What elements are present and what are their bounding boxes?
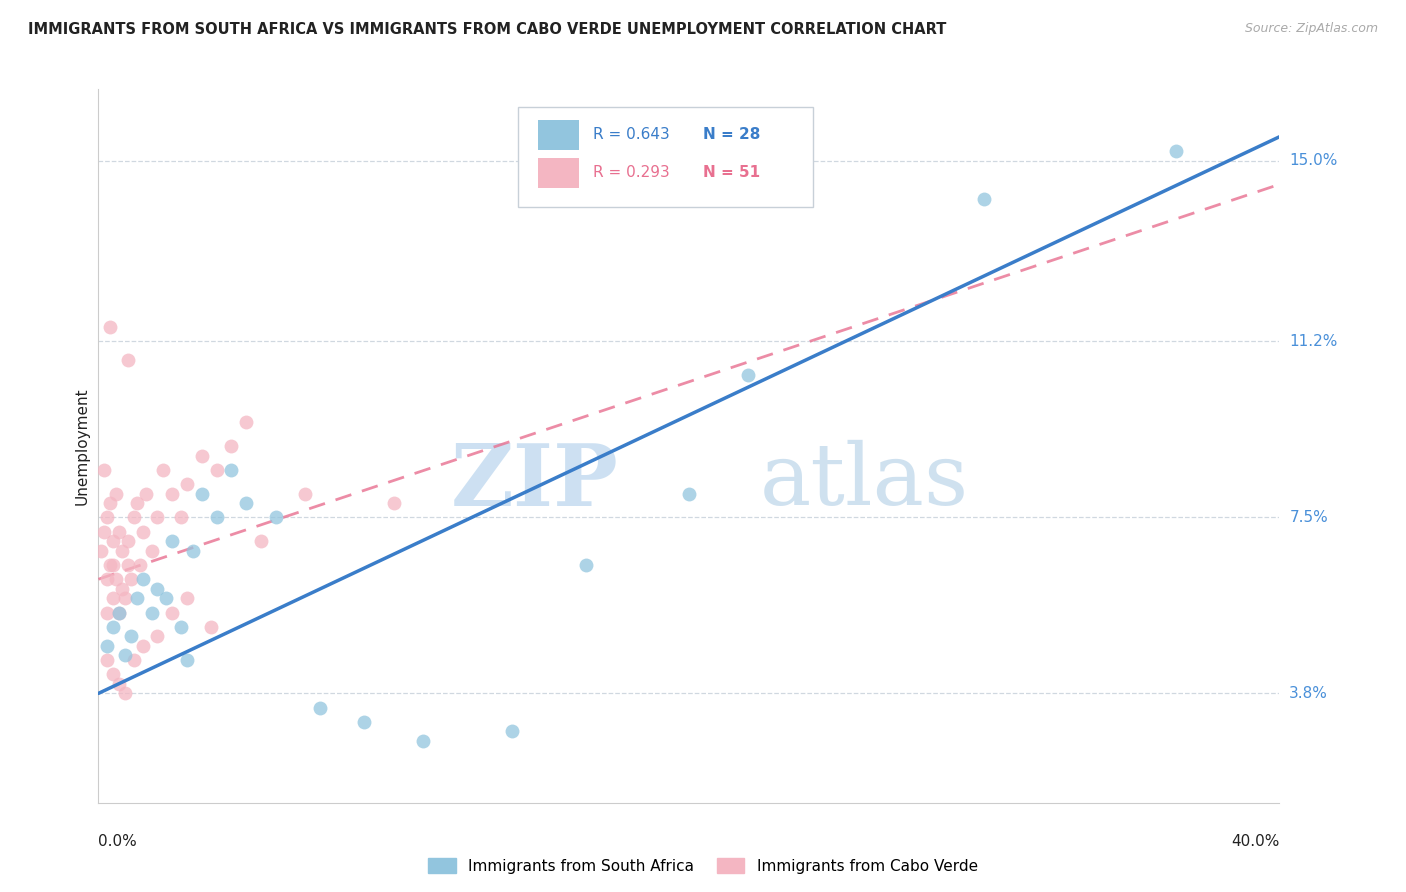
Point — [132, 639, 155, 653]
Point — [90, 543, 112, 558]
Point — [93, 524, 115, 539]
Point — [108, 677, 131, 691]
Point — [135, 486, 157, 500]
Point — [191, 486, 214, 500]
Point — [162, 534, 183, 549]
Text: ZIP: ZIP — [450, 440, 619, 524]
Point — [108, 606, 131, 620]
Text: 40.0%: 40.0% — [1232, 834, 1279, 849]
Point — [108, 606, 131, 620]
Point — [235, 496, 257, 510]
Point — [96, 572, 118, 586]
Point — [146, 629, 169, 643]
Point — [191, 449, 214, 463]
Point — [412, 734, 434, 748]
Point — [1164, 144, 1187, 158]
Point — [117, 558, 139, 572]
Text: N = 51: N = 51 — [703, 165, 761, 180]
Point — [146, 510, 169, 524]
Point — [120, 629, 142, 643]
Text: 3.8%: 3.8% — [1289, 686, 1329, 701]
Point — [125, 496, 148, 510]
Point — [737, 368, 759, 382]
Text: 0.0%: 0.0% — [98, 834, 138, 849]
Text: R = 0.643: R = 0.643 — [593, 128, 671, 143]
Point — [264, 510, 287, 524]
Point — [181, 543, 204, 558]
Point — [122, 653, 145, 667]
Point — [125, 591, 148, 606]
Y-axis label: Unemployment: Unemployment — [75, 387, 90, 505]
Point — [96, 639, 118, 653]
Point — [96, 606, 118, 620]
Point — [103, 534, 125, 549]
Point — [170, 620, 193, 634]
Point — [176, 591, 198, 606]
Point — [105, 572, 128, 586]
Point — [96, 653, 118, 667]
Point — [309, 700, 332, 714]
Point — [122, 510, 145, 524]
Point — [162, 486, 183, 500]
Point — [98, 496, 121, 510]
Point — [973, 192, 995, 206]
Point — [103, 620, 125, 634]
Text: 7.5%: 7.5% — [1289, 510, 1329, 524]
Point — [176, 477, 198, 491]
Point — [111, 543, 134, 558]
Point — [141, 543, 163, 558]
Point — [219, 463, 243, 477]
Point — [146, 582, 169, 596]
Text: IMMIGRANTS FROM SOUTH AFRICA VS IMMIGRANTS FROM CABO VERDE UNEMPLOYMENT CORRELAT: IMMIGRANTS FROM SOUTH AFRICA VS IMMIGRAN… — [28, 22, 946, 37]
Bar — [537, 120, 579, 150]
Point — [98, 320, 121, 334]
Point — [176, 653, 198, 667]
Point — [200, 620, 222, 634]
Point — [96, 510, 118, 524]
Point — [250, 534, 273, 549]
Text: N = 28: N = 28 — [703, 128, 761, 143]
Point — [382, 496, 405, 510]
FancyBboxPatch shape — [517, 107, 813, 207]
Point — [205, 510, 228, 524]
Point — [678, 486, 700, 500]
Point — [103, 591, 125, 606]
Point — [114, 648, 136, 663]
Point — [114, 591, 136, 606]
Point — [103, 558, 125, 572]
Point — [353, 714, 375, 729]
Point — [162, 606, 183, 620]
Text: R = 0.293: R = 0.293 — [593, 165, 671, 180]
Point — [170, 510, 193, 524]
Text: Source: ZipAtlas.com: Source: ZipAtlas.com — [1244, 22, 1378, 36]
Point — [235, 415, 257, 429]
Point — [205, 463, 228, 477]
Point — [574, 558, 596, 572]
Point — [132, 572, 155, 586]
Point — [117, 353, 139, 368]
Point — [111, 582, 134, 596]
Point — [93, 463, 115, 477]
Point — [141, 606, 163, 620]
Point — [108, 524, 131, 539]
Legend: Immigrants from South Africa, Immigrants from Cabo Verde: Immigrants from South Africa, Immigrants… — [422, 852, 984, 880]
Point — [128, 558, 150, 572]
Point — [114, 686, 136, 700]
Point — [120, 572, 142, 586]
Point — [117, 534, 139, 549]
Point — [105, 486, 128, 500]
Text: atlas: atlas — [759, 440, 969, 524]
Point — [219, 439, 243, 453]
Point — [152, 463, 174, 477]
Point — [132, 524, 155, 539]
Point — [155, 591, 177, 606]
Point — [103, 667, 125, 681]
Point — [294, 486, 316, 500]
Point — [501, 724, 523, 739]
Text: 11.2%: 11.2% — [1289, 334, 1337, 349]
Point — [98, 558, 121, 572]
Text: 15.0%: 15.0% — [1289, 153, 1337, 168]
Bar — [537, 158, 579, 187]
